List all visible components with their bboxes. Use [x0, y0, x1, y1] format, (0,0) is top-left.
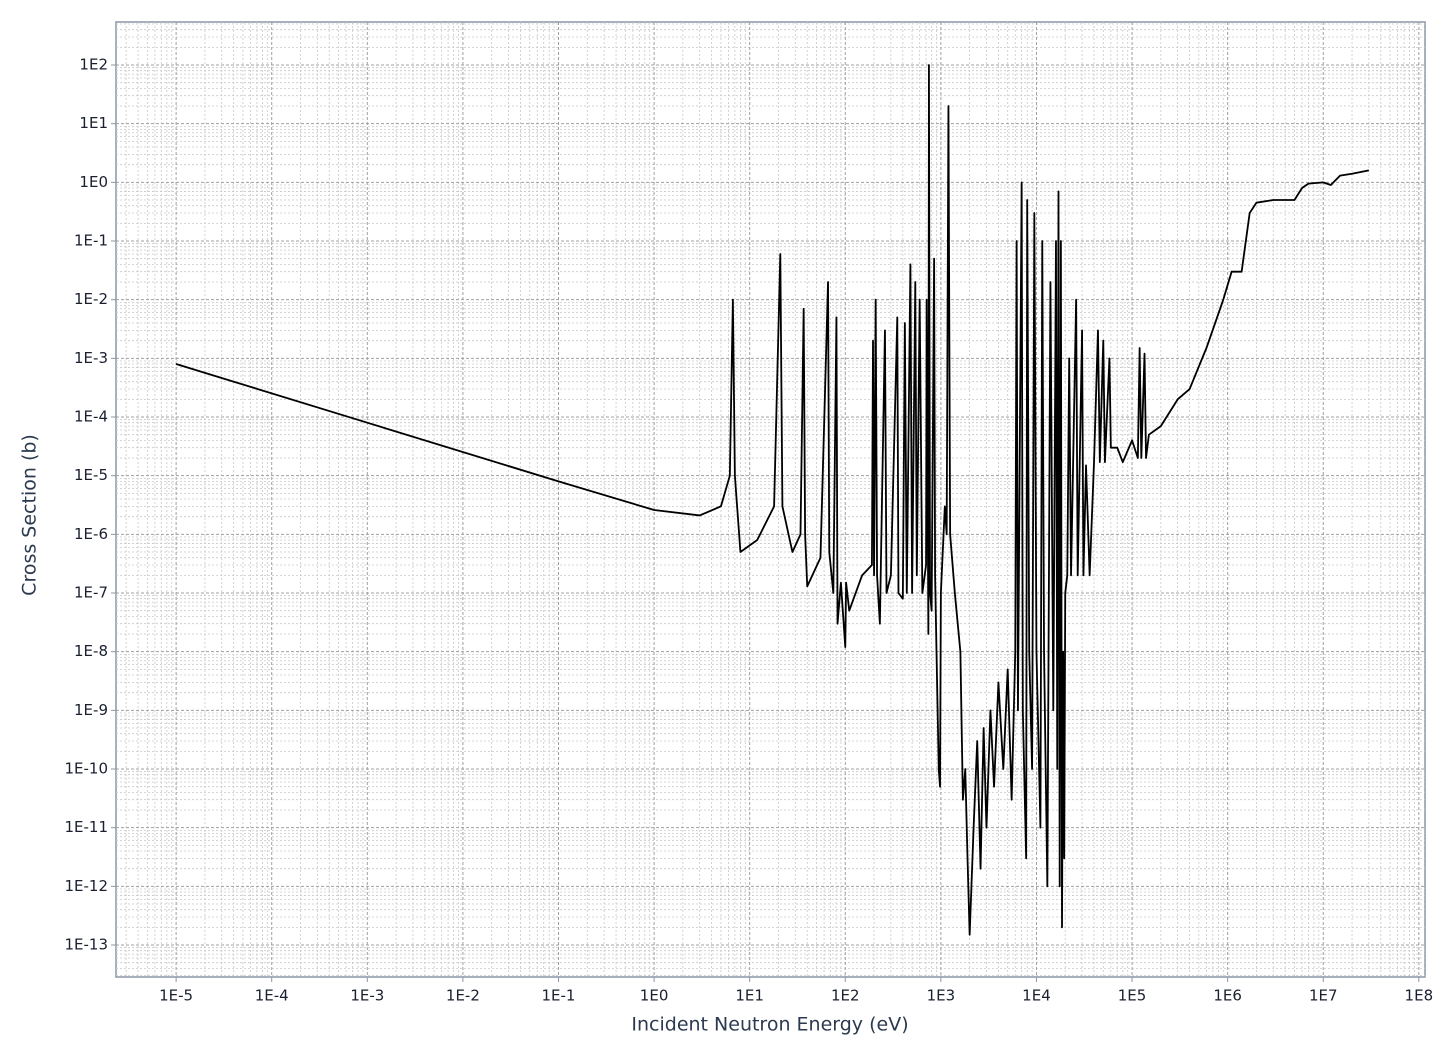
y-tick-label: 1E-12 — [64, 877, 108, 895]
y-tick-label: 1E0 — [79, 173, 108, 191]
y-tick-label: 1E-5 — [74, 466, 108, 484]
x-tick-label: 1E7 — [1309, 987, 1338, 1005]
y-tick-label: 1E-13 — [64, 936, 108, 954]
y-tick-label: 1E2 — [79, 56, 108, 74]
x-tick-label: 1E8 — [1405, 987, 1434, 1005]
x-tick-label: 1E-3 — [350, 987, 384, 1005]
x-tick-label: 1E0 — [640, 987, 669, 1005]
y-axis-title: Cross Section (b) — [19, 434, 41, 596]
x-tick-label: 1E-1 — [542, 987, 576, 1005]
y-tick-label: 1E-6 — [74, 525, 108, 543]
y-tick-label: 1E-7 — [74, 584, 108, 602]
y-tick-label: 1E-1 — [74, 232, 108, 250]
y-tick-label: 1E-8 — [74, 642, 108, 660]
y-tick-label: 1E-9 — [74, 701, 108, 719]
x-tick-label: 1E-5 — [159, 987, 193, 1005]
data-line — [175, 64, 1370, 936]
y-tick-label: 1E-4 — [74, 408, 108, 426]
x-tick-label: 1E6 — [1213, 987, 1242, 1005]
y-tick-label: 1E-3 — [74, 349, 108, 367]
x-tick-label: 1E-2 — [446, 987, 480, 1005]
x-axis-title: Incident Neutron Energy (eV) — [631, 1014, 908, 1036]
x-tick-label: 1E4 — [1022, 987, 1051, 1005]
y-tick-label: 1E-11 — [64, 818, 108, 836]
y-tick-label: 1E-10 — [64, 760, 108, 778]
y-tick-label: 1E-2 — [74, 290, 108, 308]
x-tick-label: 1E-4 — [255, 987, 289, 1005]
x-tick-label: 1E5 — [1118, 987, 1147, 1005]
x-tick-label: 1E1 — [735, 987, 764, 1005]
x-tick-label: 1E3 — [927, 987, 956, 1005]
y-tick-label: 1E1 — [79, 114, 108, 132]
x-tick-label: 1E2 — [831, 987, 860, 1005]
